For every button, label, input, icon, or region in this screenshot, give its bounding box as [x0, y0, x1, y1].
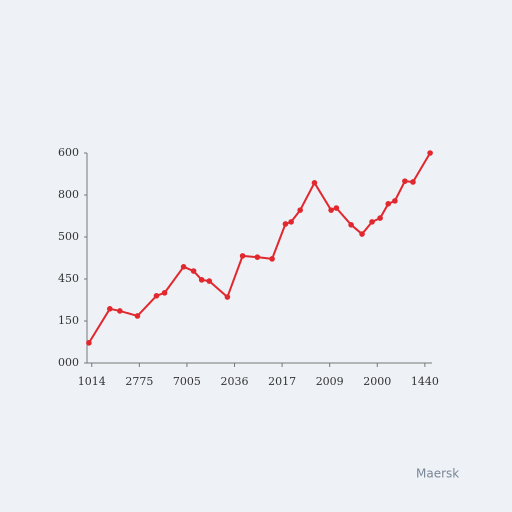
data-point — [333, 205, 340, 211]
x-tick-label: 2017 — [268, 375, 296, 388]
data-point — [392, 198, 398, 204]
data-point — [369, 219, 375, 225]
data-point — [402, 178, 408, 184]
data-point — [180, 264, 187, 270]
data-point — [134, 313, 141, 319]
data-point — [282, 221, 289, 227]
data-point — [107, 306, 113, 312]
data-point — [254, 254, 261, 260]
x-tick-label: 1440 — [411, 375, 439, 388]
data-point — [359, 231, 365, 237]
data-point — [117, 308, 123, 314]
y-tick-label: 150 — [58, 314, 79, 327]
data-point — [288, 219, 294, 225]
x-tick-label: 2000 — [363, 375, 391, 388]
data-point — [377, 215, 383, 221]
x-tick-label: 2009 — [316, 375, 344, 388]
data-point — [297, 207, 303, 213]
data-point — [190, 268, 197, 274]
data-line — [88, 152, 431, 344]
y-tick-label: 000 — [58, 356, 79, 369]
data-point — [410, 179, 416, 185]
watermark: Maersk — [416, 467, 459, 481]
data-point — [385, 201, 392, 207]
data-point — [239, 253, 246, 259]
data-point — [86, 340, 92, 346]
data-point — [427, 150, 433, 156]
x-tick-label: 7005 — [173, 375, 201, 388]
data-point — [328, 207, 334, 213]
x-tick-label: 2775 — [125, 375, 153, 388]
x-tick-label: 2036 — [221, 375, 249, 388]
data-point — [198, 277, 205, 283]
y-tick-label: 500 — [58, 230, 79, 243]
data-point — [269, 256, 275, 262]
data-point — [206, 278, 213, 284]
x-tick-label: 1014 — [78, 375, 106, 388]
data-point — [161, 290, 168, 296]
data-point — [311, 180, 318, 186]
data-point — [224, 294, 231, 300]
y-tick-label: 450 — [58, 272, 79, 285]
y-tick-label: 600 — [58, 146, 79, 159]
data-point — [348, 222, 354, 228]
y-tick-label: 800 — [58, 188, 79, 201]
data-point — [153, 293, 160, 299]
